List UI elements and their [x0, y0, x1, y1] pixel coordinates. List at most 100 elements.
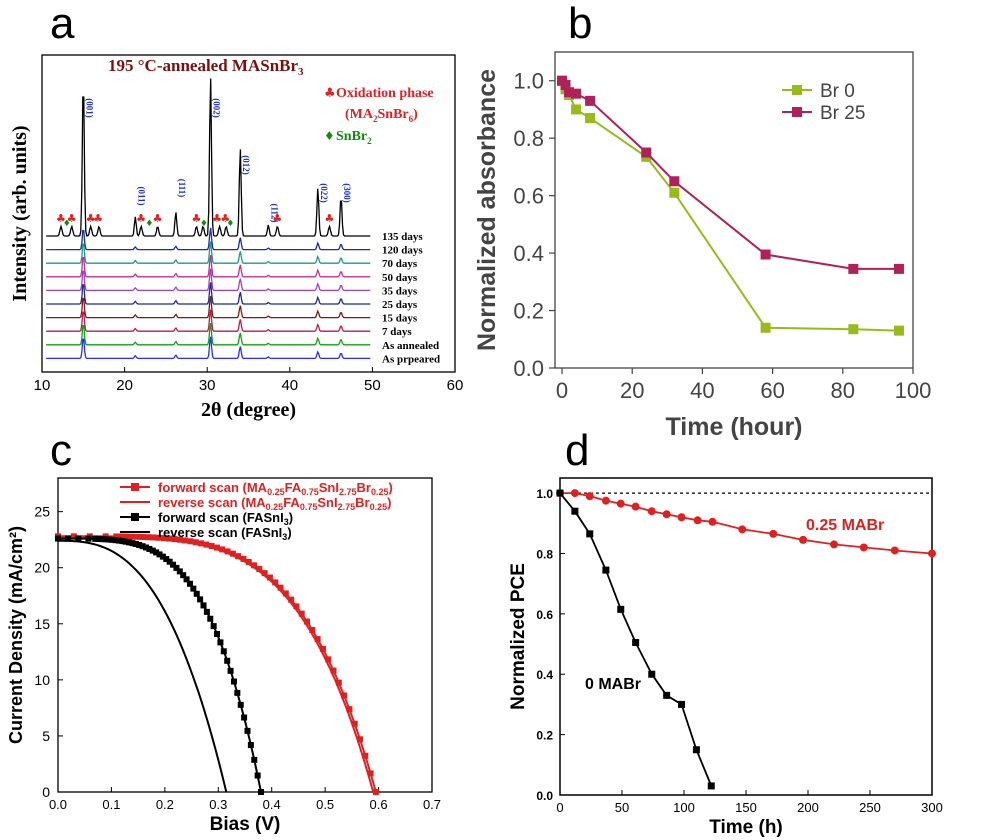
x-tick-label: 0.5: [316, 797, 334, 812]
data-point: [830, 540, 839, 549]
data-point: [325, 656, 332, 663]
oxidation-peak-marker: ♣: [212, 212, 222, 225]
peak-label: (012): [241, 155, 251, 175]
data-point: [219, 546, 226, 553]
x-tick-label: 50: [615, 800, 629, 815]
data-point: [85, 535, 92, 542]
snbr2-peak-marker: ♦: [145, 219, 153, 229]
data-point: [119, 538, 126, 545]
data-point: [708, 517, 717, 526]
panel-label-b: b: [568, 0, 592, 48]
x-tick-label: 0.4: [263, 797, 281, 812]
y-axis-label: Normalized PCE: [508, 563, 529, 710]
data-point: [55, 535, 61, 542]
data-point: [173, 564, 180, 571]
data-point: [848, 263, 859, 274]
legend-label: reverse scan (FASnI3): [158, 525, 292, 542]
data-point: [298, 610, 305, 617]
data-point: [192, 539, 199, 546]
oxidation-peak-marker: ♣: [153, 212, 163, 225]
data-point: [663, 691, 671, 699]
data-point: [245, 558, 252, 565]
data-point: [647, 507, 656, 516]
x-tick-label: 10: [34, 377, 51, 394]
data-point: [220, 648, 227, 655]
data-point: [678, 700, 686, 708]
data-point: [190, 585, 197, 592]
legend-marker: [792, 107, 802, 117]
data-point: [256, 566, 263, 573]
x-tick-label: 0: [556, 800, 563, 815]
x-axis-label: Bias (V): [210, 814, 281, 835]
x-tick-label: 200: [797, 800, 819, 815]
x-axis-label: 2θ (degree): [201, 399, 296, 421]
data-point: [692, 746, 700, 754]
data-point: [123, 533, 130, 540]
data-point: [570, 489, 579, 498]
data-point: [669, 187, 680, 198]
data-point: [171, 536, 178, 543]
x-axis-label: Time (hour): [665, 413, 802, 441]
data-point: [237, 701, 244, 708]
oxidation-peak-marker: ♣: [93, 212, 103, 225]
trace-label: 120 days: [382, 245, 423, 257]
data-point: [251, 756, 258, 763]
legend-label: forward scan (MA0.25FA0.75SnI2.75Br0.25): [158, 480, 393, 497]
trace-label: 135 days: [382, 231, 423, 243]
y-tick-label: 0.6: [513, 184, 544, 209]
y-axis-label: Normalized absorbance: [473, 69, 501, 351]
data-point: [235, 553, 242, 560]
trace-label: As annealed: [382, 340, 439, 352]
x-tick-label: 20: [116, 377, 133, 394]
axes-frame: [41, 54, 456, 373]
data-point: [98, 536, 105, 543]
data-point: [240, 555, 247, 562]
data-point: [585, 95, 596, 106]
xrd-trace-7-days: [46, 309, 371, 332]
data-point: [769, 529, 778, 538]
data-point: [159, 553, 166, 560]
data-point: [122, 538, 129, 545]
peak-label: (001): [84, 98, 94, 118]
data-point: [163, 556, 170, 563]
peak-label: (111): [177, 179, 187, 198]
jv-curve: [58, 537, 262, 793]
data-point: [571, 88, 582, 99]
data-point: [258, 789, 265, 795]
y-tick-label: 0.4: [536, 668, 553, 682]
data-point: [362, 752, 369, 759]
x-tick-label: 50: [364, 377, 381, 394]
jv-curve: [58, 539, 228, 793]
series-label-0.25-mabr: 0.25 MABr: [806, 517, 884, 534]
data-point: [367, 770, 374, 777]
data-point: [693, 516, 702, 525]
legend-oxidation-formula: (MA2SnBr6): [345, 107, 418, 124]
data-point: [208, 543, 215, 550]
xrd-trace-35-days: [46, 268, 371, 292]
data-point: [282, 590, 289, 597]
data-point: [288, 596, 295, 603]
trace-label: 15 days: [382, 313, 418, 325]
data-point: [241, 714, 248, 721]
data-point: [105, 536, 112, 543]
data-point: [92, 535, 99, 542]
data-point: [113, 533, 120, 540]
data-point: [677, 513, 686, 522]
data-point: [203, 541, 210, 548]
oxidation-peak-marker: ♣: [56, 212, 66, 225]
data-point: [799, 535, 808, 544]
chart-d-pce: 0 50 100 150 200 250 300 0.0 0.2 0.4 0.6 0.8 1.0 Time…: [508, 477, 943, 838]
y-tick-label: 0.4: [513, 241, 544, 266]
data-point: [632, 639, 640, 647]
data-point: [224, 657, 231, 664]
data-point: [95, 535, 102, 542]
legend-label: Br 0: [820, 81, 855, 102]
data-point: [585, 492, 594, 501]
data-point: [149, 547, 156, 554]
x-tick-label: 250: [859, 800, 881, 815]
data-point: [176, 568, 183, 575]
panel-label-d: d: [565, 426, 589, 475]
data-point: [335, 679, 342, 686]
data-point: [738, 525, 747, 534]
data-point: [230, 678, 237, 685]
